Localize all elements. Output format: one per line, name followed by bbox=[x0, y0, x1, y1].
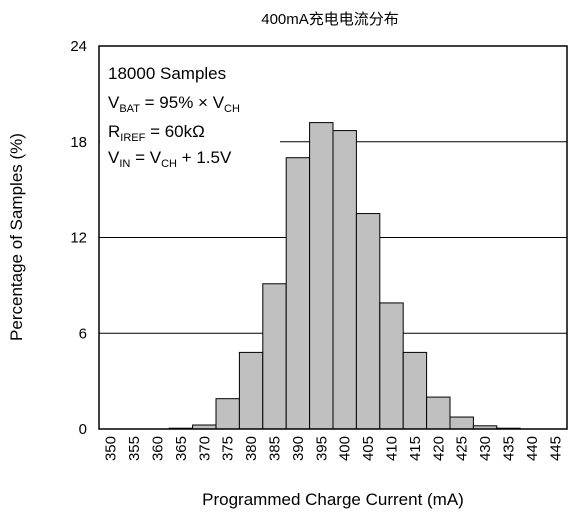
y-tick-label: 12 bbox=[70, 230, 87, 247]
x-tick-label: 360 bbox=[150, 436, 167, 461]
x-tick-label: 435 bbox=[501, 436, 518, 461]
x-tick-label: 375 bbox=[220, 436, 237, 461]
chart-title: 400mA充电电流分布 bbox=[261, 11, 399, 28]
x-tick-label: 355 bbox=[126, 436, 143, 461]
legend-box bbox=[100, 47, 280, 194]
x-tick-label: 430 bbox=[477, 436, 494, 461]
bar-395 bbox=[309, 122, 334, 430]
x-axis-ticks: 350 355 360 365 370 375 380 385 390 395 400 405 410 4… bbox=[103, 436, 565, 461]
bar-425 bbox=[449, 416, 474, 430]
x-tick-label: 425 bbox=[454, 436, 471, 461]
x-tick-label: 380 bbox=[243, 436, 260, 461]
y-tick-label: 18 bbox=[70, 134, 87, 151]
bar-405 bbox=[355, 213, 381, 430]
bar-385 bbox=[262, 283, 287, 430]
y-axis-ticks: 0 6 12 18 24 bbox=[70, 38, 87, 438]
annotation-line-2: VBAT = 95% × VCH bbox=[108, 93, 240, 115]
x-tick-label: 365 bbox=[173, 436, 190, 461]
y-tick-label: 24 bbox=[70, 38, 87, 55]
x-tick-label: 410 bbox=[384, 436, 401, 461]
bar-410 bbox=[379, 302, 404, 430]
x-tick-label: 385 bbox=[267, 436, 284, 461]
x-tick-label: 395 bbox=[313, 436, 330, 461]
x-tick-label: 390 bbox=[290, 436, 307, 461]
x-tick-label: 420 bbox=[430, 436, 447, 461]
y-tick-label: 0 bbox=[79, 421, 87, 438]
x-tick-label: 400 bbox=[337, 436, 354, 461]
annotation-line-3: RIREF = 60kΩ bbox=[108, 122, 205, 144]
plot-frame bbox=[98, 45, 568, 430]
bar-415 bbox=[402, 351, 428, 430]
annotation-block: 18000 Samples VBAT = 95% × VCH RIREF = 60k… bbox=[108, 64, 240, 170]
bar-400 bbox=[332, 130, 357, 430]
x-axis-label: Programmed Charge Current (mA) bbox=[202, 490, 464, 509]
annotation-line-4: VIN = VCH + 1.5V bbox=[108, 148, 232, 170]
x-tick-label: 370 bbox=[196, 436, 213, 461]
x-tick-label: 350 bbox=[103, 436, 120, 461]
bar-375 bbox=[215, 398, 240, 430]
bar-390 bbox=[285, 157, 311, 430]
y-tick-label: 6 bbox=[79, 325, 87, 342]
y-axis-label: Percentage of Samples (%) bbox=[7, 133, 26, 341]
bar-380 bbox=[238, 351, 264, 430]
x-tick-label: 405 bbox=[360, 436, 377, 461]
annotation-line-1: 18000 Samples bbox=[108, 64, 226, 83]
bars bbox=[168, 122, 521, 430]
x-tick-label: 445 bbox=[547, 436, 564, 461]
x-tick-label: 415 bbox=[407, 436, 424, 461]
x-tick-label: 440 bbox=[524, 436, 541, 461]
bar-420 bbox=[426, 396, 451, 430]
